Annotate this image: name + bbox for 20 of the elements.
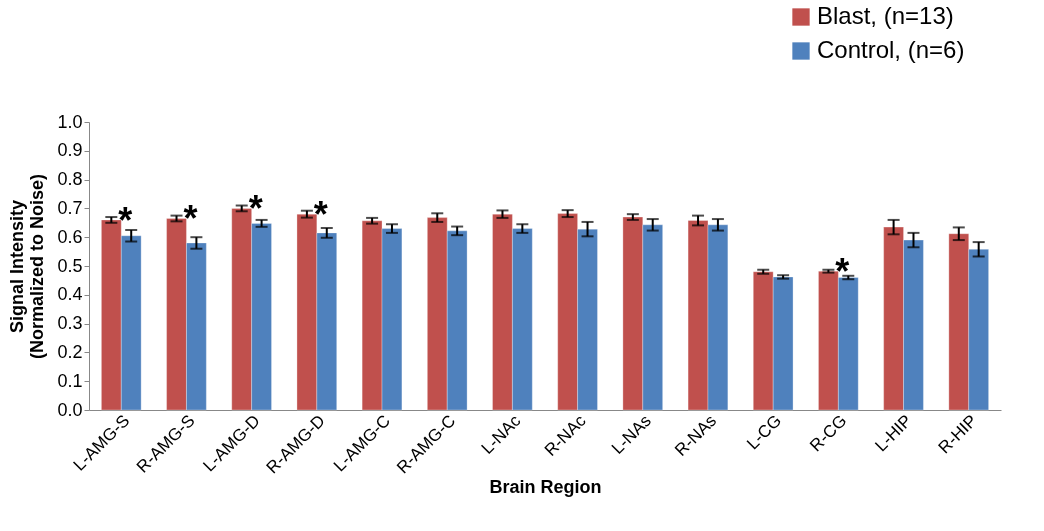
y-tick-label: 0.9: [57, 140, 83, 161]
x-axis-title: Brain Region: [489, 476, 602, 497]
y-tick-label: 1.0: [57, 111, 83, 132]
annotation: *: [248, 188, 263, 230]
y-tick-label: 0.0: [57, 399, 83, 420]
y-tick-label: 0.8: [57, 169, 83, 190]
y-tick-label: 0.5: [57, 255, 83, 276]
annotation: *: [118, 199, 133, 241]
y-tick-label: 0.1: [57, 370, 83, 391]
y-tick-label: 0.6: [57, 226, 83, 247]
legend-label: Blast, (n=13): [817, 2, 954, 29]
y-tick-label: 0.2: [57, 341, 83, 362]
y-tick-label: 0.4: [57, 284, 83, 305]
annotation: *: [835, 251, 850, 293]
y-axis-title: Signal Intensity (Normalized to Noise): [7, 173, 48, 360]
y-tick-label: 0.7: [57, 197, 83, 218]
y-tick-label: 0.3: [57, 313, 83, 334]
annotation: *: [183, 198, 198, 240]
annotation: *: [313, 194, 328, 236]
legend-label: Control, (n=6): [817, 36, 965, 63]
